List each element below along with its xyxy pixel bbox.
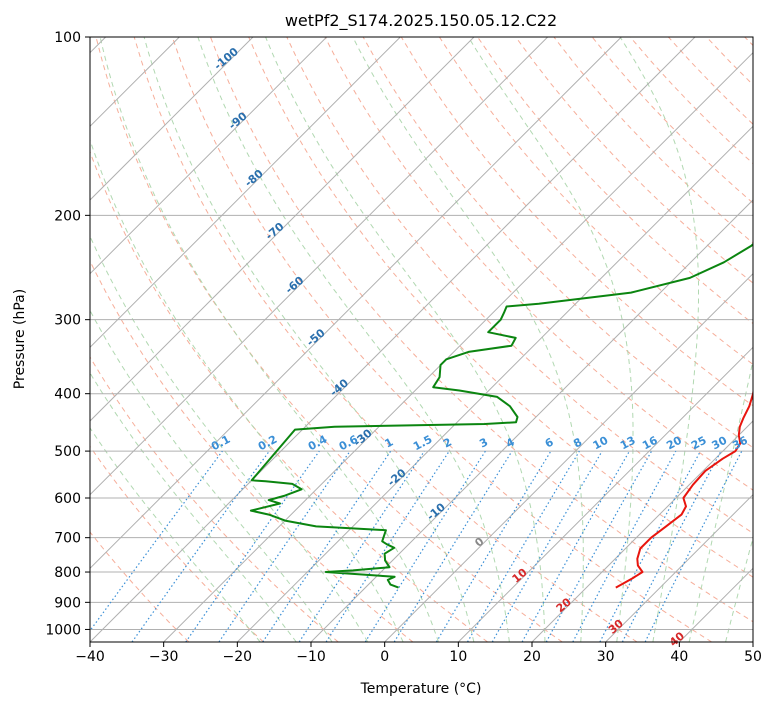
moist-adiabat xyxy=(265,37,546,642)
dry-adiabat xyxy=(133,37,638,642)
temperature-profile-line xyxy=(615,387,753,589)
dry-adiabat xyxy=(210,37,753,623)
isotherm-line xyxy=(310,199,753,642)
isotherm-line xyxy=(90,37,696,642)
mixing-ratio-lines xyxy=(90,450,743,642)
x-tick-label: −40 xyxy=(75,649,105,665)
dewpoint-profile-line xyxy=(249,242,753,589)
chart-title: wetPf2_S174.2025.150.05.12.C22 xyxy=(285,11,557,31)
mixing-ratio-line xyxy=(521,450,631,642)
isotherm-line xyxy=(163,51,753,642)
isotherm-line xyxy=(90,37,622,570)
isotherm-line xyxy=(236,125,753,642)
mixing-ratio-label: 30 xyxy=(710,434,730,453)
dry-adiabat xyxy=(90,150,488,642)
mixing-ratio-line xyxy=(131,450,270,642)
y-axis-ticks: 100 200 300 400 500 600 700 800 900 1000 xyxy=(45,30,90,638)
mixing-ratio-line xyxy=(545,450,653,642)
y-axis-label: Pressure (hPa) xyxy=(12,289,28,389)
x-tick-label: −10 xyxy=(296,649,326,665)
x-tick-label: 0 xyxy=(380,649,389,665)
isotherm-line xyxy=(90,37,254,201)
x-axis-ticks: −40 −30 −20 −10 0 10 20 30 40 50 xyxy=(75,642,762,665)
dry-adiabat xyxy=(90,531,190,642)
isotherm-line xyxy=(90,37,475,422)
mixing-ratio-line xyxy=(218,450,351,642)
dry-adiabat xyxy=(515,37,753,284)
moist-adiabat xyxy=(99,37,439,642)
y-tick-label: 1000 xyxy=(45,622,81,638)
mixing-ratio-label: 25 xyxy=(689,434,709,453)
x-tick-label: −30 xyxy=(149,649,179,665)
y-tick-label: 800 xyxy=(54,565,81,581)
isotherm-line xyxy=(90,37,328,275)
y-tick-label: 300 xyxy=(54,313,81,329)
y-tick-label: 200 xyxy=(54,208,81,224)
x-tick-label: −20 xyxy=(223,649,253,665)
mixing-ratio-label: 20 xyxy=(664,434,684,453)
mixing-ratio-label: 16 xyxy=(640,434,660,453)
mixing-ratio-line xyxy=(644,450,743,642)
profile-series xyxy=(249,242,753,589)
moist-adiabat xyxy=(352,37,584,642)
mixing-ratio-line xyxy=(298,450,425,642)
dry-adiabat xyxy=(400,37,753,407)
dry-adiabat xyxy=(171,37,712,642)
moist-adiabat xyxy=(90,371,297,642)
isobar-grid xyxy=(90,37,753,630)
moist-adiabat xyxy=(90,427,261,642)
dry-adiabat xyxy=(95,37,563,642)
dry-adiabat xyxy=(90,356,339,642)
dry-adiabat xyxy=(90,445,264,642)
mixing-ratio-line xyxy=(262,450,392,642)
mixing-ratio-line xyxy=(185,450,320,642)
isotherm-line xyxy=(457,346,753,642)
moist-adiabat xyxy=(90,235,369,642)
plot-frame xyxy=(89,36,754,643)
isotherm-line xyxy=(90,37,549,496)
x-axis-label: Temperature (°C) xyxy=(360,681,482,697)
isotherm-grid xyxy=(90,37,753,642)
moist-adiabat xyxy=(143,37,475,642)
isotherm-line xyxy=(90,37,401,349)
x-tick-label: 10 xyxy=(449,649,467,665)
mixing-ratio-label: 10 xyxy=(591,434,611,453)
dry-adiabat xyxy=(438,37,753,366)
y-tick-label: 100 xyxy=(54,30,81,46)
y-tick-label: 500 xyxy=(54,444,81,460)
mixing-ratio-line xyxy=(90,450,223,632)
y-tick-label: 700 xyxy=(54,531,81,547)
y-tick-label: 400 xyxy=(54,387,81,403)
x-tick-label: 20 xyxy=(523,649,541,665)
y-tick-label: 600 xyxy=(54,491,81,507)
x-tick-label: 30 xyxy=(597,649,615,665)
mixing-ratio-label: 13 xyxy=(618,434,638,453)
isotherm-line xyxy=(531,420,753,642)
y-tick-label: 900 xyxy=(54,595,81,611)
mixing-ratio-line xyxy=(393,450,513,642)
isotherm-line xyxy=(384,272,753,642)
mixing-ratio-line xyxy=(325,450,450,642)
mixing-ratio-line xyxy=(572,450,677,642)
mixing-ratio-label: 36 xyxy=(730,434,750,453)
moist-adiabat xyxy=(619,37,699,642)
moist-adiabat xyxy=(90,138,404,642)
isotherm-line xyxy=(605,493,753,642)
x-tick-label: 50 xyxy=(744,649,762,665)
x-tick-label: 40 xyxy=(670,649,688,665)
dry-adiabat xyxy=(248,37,753,578)
